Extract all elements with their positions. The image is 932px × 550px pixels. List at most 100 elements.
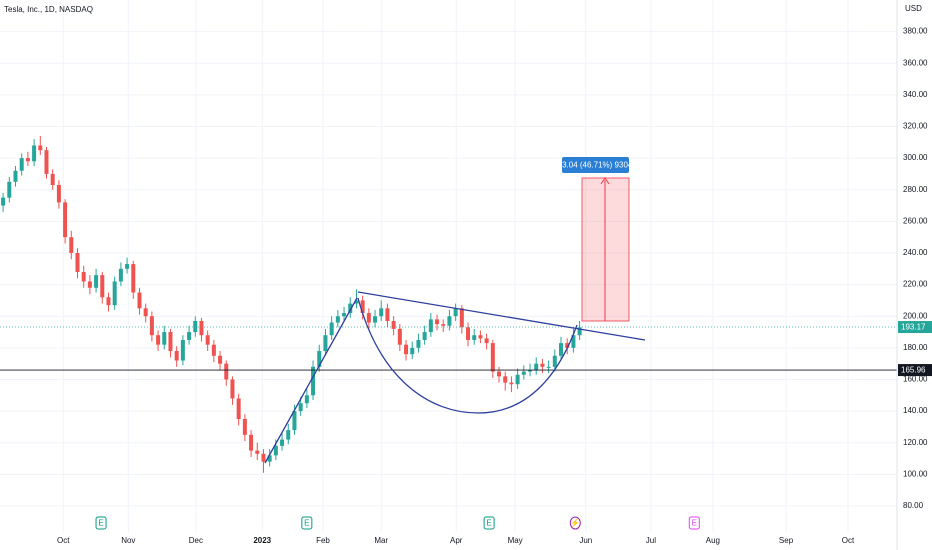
candle-body (304, 395, 309, 404)
candle-body (193, 320, 198, 333)
candle-body (366, 313, 371, 323)
y-tick-label: 240.00 (903, 248, 928, 257)
x-tick-label: Oct (842, 536, 855, 545)
candle-body (484, 338, 489, 344)
x-tick-label: Feb (316, 536, 330, 545)
candle-body (292, 411, 297, 431)
candle-body (348, 303, 353, 314)
candle-body (559, 343, 564, 356)
y-tick-label: 220.00 (903, 280, 928, 289)
candle-body (199, 320, 204, 336)
candle-body (416, 339, 421, 348)
candle-body (534, 363, 539, 370)
candle-body (273, 445, 278, 456)
chart-title: Tesla, Inc., 1D, NASDAQ (4, 5, 93, 14)
event-marker (483, 516, 495, 530)
candle-body (50, 173, 55, 185)
candle-body (218, 355, 223, 364)
candle-body (149, 316, 154, 336)
candle-body (447, 316, 452, 326)
candle-body (515, 374, 520, 385)
y-tick-label: 100.00 (903, 469, 928, 478)
candle-body (242, 419, 247, 435)
candle-body (540, 363, 545, 367)
candle-body (478, 335, 483, 339)
candle-body (373, 316, 378, 323)
candle-body (87, 281, 92, 288)
candle-body (211, 344, 216, 356)
candle-body (503, 376, 508, 383)
y-tick-label: 160.00 (903, 375, 928, 384)
event-label: E (98, 519, 103, 528)
candle-body (552, 355, 557, 367)
candle-body (13, 170, 18, 182)
measure-label-box (562, 157, 629, 173)
candle-body (391, 320, 396, 329)
candle-body (360, 300, 365, 314)
candle-body (236, 398, 241, 420)
candle-body (428, 319, 433, 333)
candle-body (81, 271, 86, 282)
candle-body (224, 363, 229, 380)
candle-body (156, 335, 161, 345)
candle-body (38, 145, 43, 151)
candle-body (335, 316, 340, 323)
candle-body (106, 297, 111, 306)
candle-body (44, 150, 49, 174)
price-tag-label: 193.17 (901, 323, 926, 332)
event-label: E (486, 519, 491, 528)
candle-body (459, 308, 464, 328)
price-tag-label: 165.96 (901, 366, 926, 375)
x-tick-label: Nov (121, 536, 135, 545)
candle-body (56, 184, 61, 203)
y-tick-label: 200.00 (903, 311, 928, 320)
y-tick-label: 260.00 (903, 216, 928, 225)
y-tick-label: 140.00 (903, 406, 928, 415)
candle-body (180, 339, 185, 361)
y-tick-label: 380.00 (903, 27, 928, 36)
candle-body (1, 197, 6, 206)
x-tick-label: Jun (579, 536, 592, 545)
uptrend-line (264, 297, 358, 464)
candle-body (32, 145, 37, 162)
candle-body (397, 328, 402, 345)
candle-body (174, 351, 179, 361)
overlay: 80.00 100.00 120.00 140.00 160.00 180.00 200.0… (57, 27, 932, 545)
candle-body (187, 332, 192, 340)
candle-body (286, 430, 291, 440)
candle-body (521, 371, 526, 375)
cup-curve (357, 297, 578, 414)
candle-body (354, 300, 359, 304)
candle-body (342, 313, 347, 317)
candle-body (280, 439, 285, 446)
candle-body (565, 343, 570, 348)
candle-body (422, 332, 427, 340)
candle-body (435, 319, 440, 325)
event-marker (95, 516, 107, 530)
candle-body (497, 371, 502, 377)
y-tick-label: 80.00 (903, 501, 924, 510)
candle-body (441, 324, 446, 326)
candles (0, 135, 897, 473)
candle-body (112, 281, 117, 306)
candle-body (255, 450, 260, 454)
y-tick-label: 300.00 (903, 153, 928, 162)
y-tick-label: 120.00 (903, 438, 928, 447)
event-label: E (692, 519, 697, 528)
candle-body (379, 308, 384, 317)
y-tick-label: 320.00 (903, 122, 928, 131)
candle-body (329, 322, 334, 336)
y-tick-label: 280.00 (903, 185, 928, 194)
candle-body (100, 275, 105, 298)
candle-body (404, 344, 409, 355)
candle-body (94, 275, 99, 288)
candle-body (323, 335, 328, 352)
candle-body (143, 308, 148, 317)
candle-body (168, 332, 173, 352)
currency: USD (905, 4, 922, 13)
event-label: E (304, 519, 309, 528)
candle-body (546, 366, 551, 368)
price-tag (898, 364, 932, 377)
candle-body (466, 327, 471, 340)
